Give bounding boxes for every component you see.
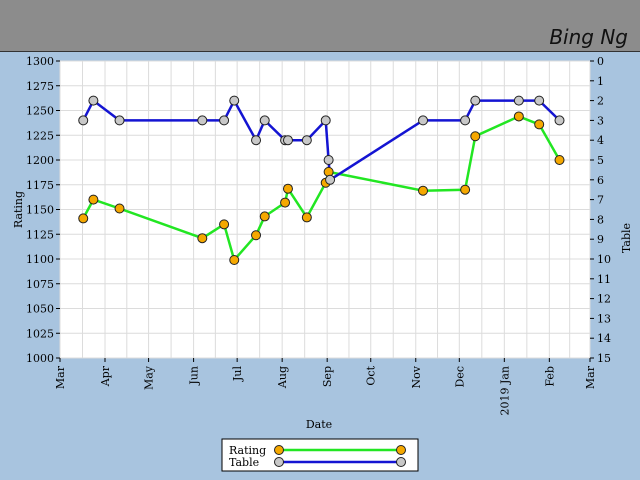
series [78, 95, 565, 265]
y-right-tick-label: 11 [597, 273, 611, 286]
y-right-tick-label: 15 [597, 352, 611, 365]
x-tick-label: Apr [99, 365, 112, 387]
y-axis-left-title: Rating [12, 191, 25, 228]
y-right-tick-label: 9 [597, 233, 604, 246]
data-point-rating [114, 203, 125, 214]
header-bar [0, 0, 640, 52]
data-point-table [320, 115, 331, 126]
y-right-tick-label: 13 [597, 312, 611, 325]
data-point-rating [259, 211, 270, 222]
legend-label-table: Table [229, 456, 259, 469]
data-point-rating [460, 184, 471, 195]
data-point-rating [88, 194, 99, 205]
y-left-tick-label: 1225 [26, 129, 54, 142]
data-point-table [470, 95, 481, 106]
data-point-table [282, 135, 293, 146]
y-right-tick-label: 7 [597, 194, 604, 207]
x-tick-label: 2019 Jan [498, 366, 511, 416]
x-tick-label: Sep [321, 366, 334, 387]
y-right-tick-label: 2 [597, 95, 604, 108]
y-right-tick-label: 5 [597, 154, 604, 167]
y-left-tick-label: 1075 [26, 278, 54, 291]
y-right-tick-label: 6 [597, 174, 604, 187]
data-point-rating [78, 213, 89, 224]
data-point-rating [418, 185, 429, 196]
series-markers [78, 95, 565, 265]
x-axis-title: Date [306, 418, 332, 431]
x-tick-label: Jul [231, 366, 244, 382]
data-point-table [251, 135, 262, 146]
data-point-table [534, 95, 545, 106]
y-left-tick-label: 1250 [26, 105, 54, 118]
y-left-tick-label: 1025 [26, 327, 54, 340]
data-point-table [513, 95, 524, 106]
y-left-tick-label: 1000 [26, 352, 54, 365]
data-point-table [219, 115, 230, 126]
data-point-rating [513, 111, 524, 122]
y-right-tick-label: 8 [597, 213, 604, 226]
data-point-rating [301, 212, 312, 223]
x-tick-label: Nov [410, 365, 423, 388]
data-point-table [88, 95, 99, 106]
data-point-rating [219, 219, 230, 230]
y-left-tick-label: 1125 [26, 228, 54, 241]
x-tick-label: Jun [188, 366, 201, 386]
data-point-table [554, 115, 565, 126]
y-left-tick-label: 1100 [26, 253, 54, 266]
legend-marker-rating [274, 445, 284, 455]
legend-box [221, 438, 419, 472]
y-right-tick-label: 0 [597, 55, 604, 68]
data-point-rating [280, 197, 291, 208]
data-point-table [301, 135, 312, 146]
y-left-tick-label: 1150 [26, 204, 54, 217]
y-right-tick-label: 4 [597, 134, 604, 147]
y-axis-right-title: Table [620, 223, 633, 253]
y-left-tick-label: 1175 [26, 179, 54, 192]
data-point-table [114, 115, 125, 126]
y-left-tick-label: 1050 [26, 303, 54, 316]
legend-label-rating: Rating [229, 444, 266, 457]
data-point-table [259, 115, 270, 126]
data-point-rating [282, 183, 293, 194]
y-right-tick-label: 10 [597, 253, 611, 266]
data-point-rating [229, 254, 240, 265]
data-point-table [323, 155, 334, 165]
legend-marker-rating [396, 445, 406, 455]
data-point-table [418, 115, 429, 126]
y-right-tick-label: 1 [597, 75, 604, 88]
y-left-tick-label: 1300 [26, 55, 54, 68]
data-point-table [78, 115, 89, 126]
data-point-rating [470, 131, 481, 142]
legend-marker-table [274, 457, 284, 467]
legend: Rating Table [221, 438, 419, 472]
data-point-table [229, 95, 240, 106]
y-left-tick-label: 1275 [26, 80, 54, 93]
y-right-tick-label: 14 [597, 332, 611, 345]
x-tick-label: Mar [54, 365, 67, 389]
data-point-rating [554, 155, 565, 165]
axes: 1000102510501075110011251150117512001225… [26, 55, 611, 416]
data-point-rating [534, 119, 545, 130]
data-point-table [325, 174, 336, 185]
legend-marker-table [396, 457, 406, 467]
player-name: Bing Ng [549, 25, 628, 49]
data-point-table [460, 115, 471, 126]
x-tick-label: May [143, 365, 156, 390]
data-point-table [197, 115, 208, 126]
y-right-tick-label: 3 [597, 114, 604, 127]
x-tick-label: Dec [453, 366, 466, 388]
x-tick-label: Oct [365, 365, 378, 385]
y-left-tick-label: 1200 [26, 154, 54, 167]
x-tick-label: Aug [276, 366, 289, 389]
y-right-tick-label: 12 [597, 293, 611, 306]
x-tick-label: Feb [543, 366, 556, 387]
data-point-rating [197, 233, 208, 244]
x-tick-label: Mar [584, 365, 597, 389]
data-point-rating [251, 230, 262, 241]
